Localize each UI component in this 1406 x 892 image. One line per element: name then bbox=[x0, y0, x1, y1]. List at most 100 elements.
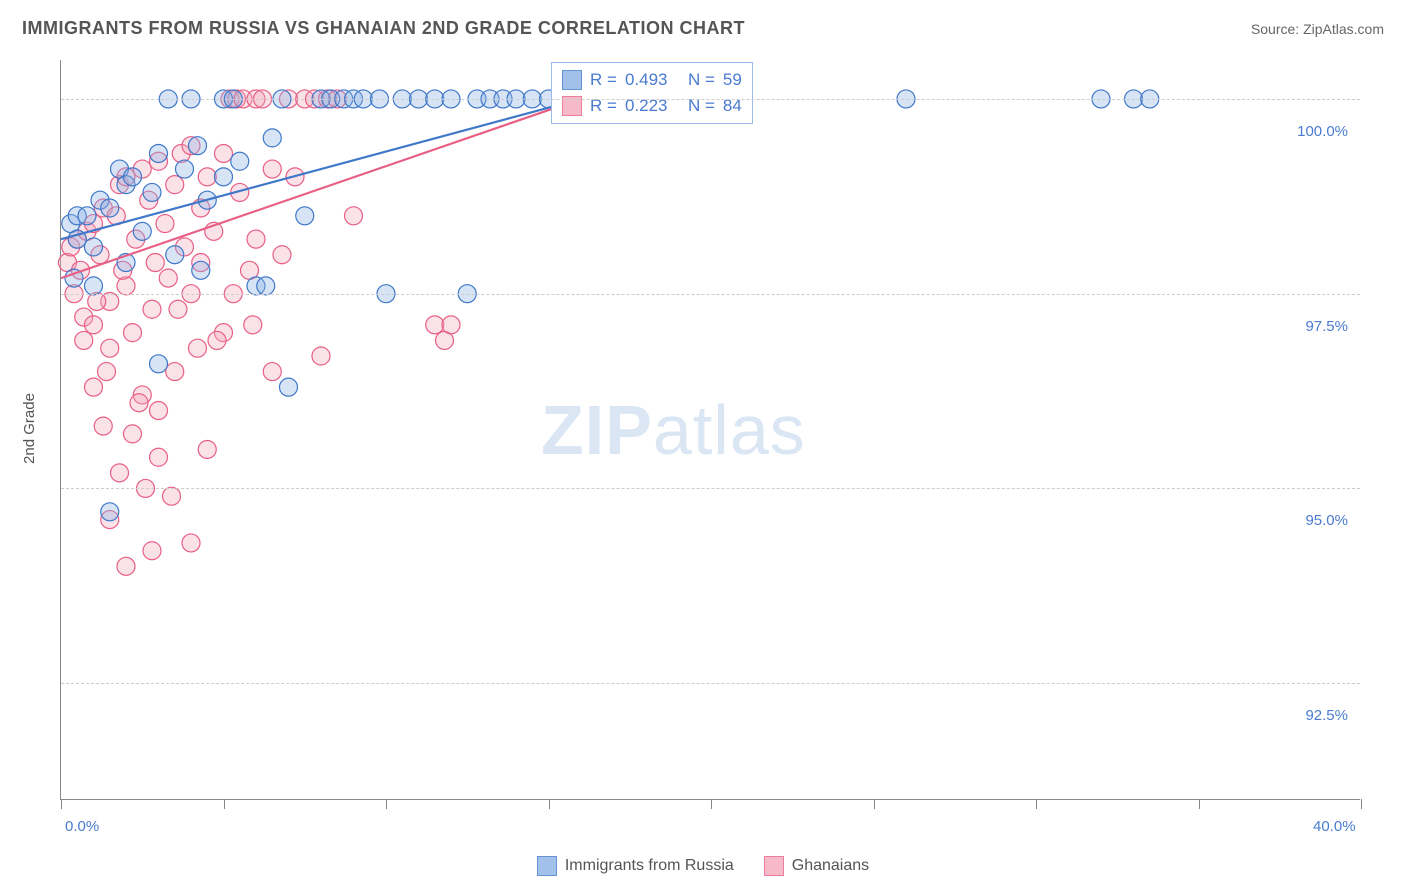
plot-area: ZIPatlas R = 0.493 N = 59 R = 0.223 N = … bbox=[60, 60, 1360, 800]
data-point bbox=[198, 168, 216, 186]
legend-stats-box: R = 0.493 N = 59 R = 0.223 N = 84 bbox=[551, 62, 753, 124]
gridline-h bbox=[61, 683, 1360, 684]
data-point bbox=[117, 557, 135, 575]
data-point bbox=[117, 277, 135, 295]
data-point bbox=[215, 144, 233, 162]
data-point bbox=[85, 316, 103, 334]
legend-row-ghana: R = 0.223 N = 84 bbox=[562, 93, 742, 119]
data-point bbox=[111, 464, 129, 482]
n-label: N = bbox=[688, 70, 715, 90]
data-point bbox=[78, 207, 96, 225]
data-point bbox=[94, 417, 112, 435]
data-point bbox=[426, 316, 444, 334]
legend-label-ghana: Ghanaians bbox=[792, 857, 869, 875]
data-point bbox=[231, 152, 249, 170]
data-point bbox=[215, 168, 233, 186]
data-point bbox=[146, 254, 164, 272]
legend-row-russia: R = 0.493 N = 59 bbox=[562, 67, 742, 93]
data-point bbox=[244, 316, 262, 334]
r-label: R = bbox=[590, 70, 617, 90]
legend-swatch-russia bbox=[562, 70, 582, 90]
gridline-h bbox=[61, 294, 1360, 295]
data-point bbox=[85, 277, 103, 295]
xtick-label: 0.0% bbox=[65, 818, 99, 835]
chart-title: IMMIGRANTS FROM RUSSIA VS GHANAIAN 2ND G… bbox=[22, 18, 745, 39]
source-label: Source: ZipAtlas.com bbox=[1251, 21, 1384, 37]
xtick bbox=[874, 799, 875, 809]
data-point bbox=[442, 316, 460, 334]
data-point bbox=[189, 137, 207, 155]
r-value-russia: 0.493 bbox=[625, 70, 680, 90]
data-point bbox=[88, 292, 106, 310]
data-point bbox=[101, 339, 119, 357]
data-point bbox=[143, 183, 161, 201]
data-point bbox=[176, 160, 194, 178]
data-point bbox=[150, 144, 168, 162]
xtick bbox=[386, 799, 387, 809]
xtick bbox=[549, 799, 550, 809]
data-point bbox=[166, 246, 184, 264]
data-point bbox=[124, 168, 142, 186]
data-point bbox=[133, 222, 151, 240]
title-bar: IMMIGRANTS FROM RUSSIA VS GHANAIAN 2ND G… bbox=[22, 18, 1384, 39]
gridline-h bbox=[61, 99, 1360, 100]
data-point bbox=[75, 331, 93, 349]
data-point bbox=[208, 331, 226, 349]
trend-line bbox=[61, 99, 581, 278]
data-point bbox=[280, 378, 298, 396]
legend-swatch-ghana-bottom bbox=[764, 856, 784, 876]
xtick bbox=[224, 799, 225, 809]
data-point bbox=[150, 402, 168, 420]
data-point bbox=[189, 339, 207, 357]
data-point bbox=[296, 207, 314, 225]
y-axis-label: 2nd Grade bbox=[21, 393, 38, 464]
data-point bbox=[263, 363, 281, 381]
data-point bbox=[143, 542, 161, 560]
gridline-h bbox=[61, 488, 1360, 489]
xtick bbox=[61, 799, 62, 809]
legend-item-ghana: Ghanaians bbox=[764, 856, 869, 876]
xtick bbox=[1199, 799, 1200, 809]
data-point bbox=[198, 440, 216, 458]
data-point bbox=[150, 448, 168, 466]
data-point bbox=[98, 363, 116, 381]
data-point bbox=[85, 238, 103, 256]
data-point bbox=[263, 160, 281, 178]
ytick-label: 97.5% bbox=[1305, 318, 1348, 335]
xtick bbox=[1361, 799, 1362, 809]
data-point bbox=[312, 347, 330, 365]
legend-label-russia: Immigrants from Russia bbox=[565, 857, 734, 875]
xtick bbox=[1036, 799, 1037, 809]
legend-swatch-russia-bottom bbox=[537, 856, 557, 876]
data-point bbox=[182, 534, 200, 552]
data-point bbox=[150, 355, 168, 373]
data-point bbox=[101, 503, 119, 521]
data-point bbox=[166, 176, 184, 194]
ytick-label: 92.5% bbox=[1305, 707, 1348, 724]
data-point bbox=[156, 215, 174, 233]
data-point bbox=[159, 269, 177, 287]
scatter-svg bbox=[61, 60, 1360, 799]
data-point bbox=[166, 363, 184, 381]
data-point bbox=[85, 378, 103, 396]
data-point bbox=[257, 277, 275, 295]
xtick bbox=[711, 799, 712, 809]
data-point bbox=[273, 246, 291, 264]
ytick-label: 95.0% bbox=[1305, 512, 1348, 529]
data-point bbox=[247, 230, 265, 248]
data-point bbox=[169, 300, 187, 318]
data-point bbox=[124, 425, 142, 443]
data-point bbox=[163, 487, 181, 505]
xtick-label: 40.0% bbox=[1313, 818, 1356, 835]
data-point bbox=[143, 300, 161, 318]
data-point bbox=[345, 207, 363, 225]
data-point bbox=[192, 261, 210, 279]
data-point bbox=[101, 199, 119, 217]
data-point bbox=[130, 394, 148, 412]
data-point bbox=[124, 324, 142, 342]
ytick-label: 100.0% bbox=[1297, 123, 1348, 140]
n-value-russia: 59 bbox=[723, 70, 742, 90]
legend-item-russia: Immigrants from Russia bbox=[537, 856, 734, 876]
data-point bbox=[263, 129, 281, 147]
bottom-legend: Immigrants from Russia Ghanaians bbox=[0, 856, 1406, 876]
